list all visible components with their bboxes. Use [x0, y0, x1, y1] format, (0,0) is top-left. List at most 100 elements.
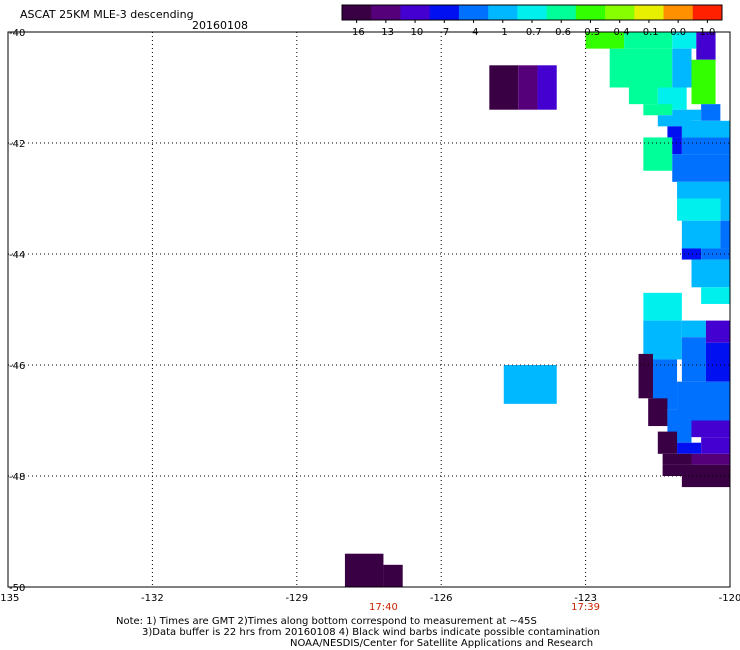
colorbar-swatch — [575, 5, 606, 20]
y-tick-labels: -40 -42 -44 -46 -48 -50 — [9, 28, 25, 594]
data-cell — [691, 59, 716, 105]
time-label: 17:39 — [571, 602, 600, 613]
data-cell — [701, 437, 730, 454]
colorbar-tick-label: -16 — [348, 27, 364, 38]
y-tick-label: -48 — [9, 472, 25, 483]
data-cell — [672, 154, 730, 182]
colorbar-swatch — [663, 5, 694, 20]
colorbar-tick-label: -7 — [439, 27, 449, 38]
data-cell — [720, 198, 730, 221]
data-cell — [662, 453, 692, 465]
data-cell — [662, 464, 730, 476]
time-labels: 17:40 17:39 — [369, 602, 600, 613]
data-cell — [701, 248, 730, 260]
note-line-3: NOAA/NESDIS/Center for Satellite Applica… — [290, 638, 594, 649]
colorbar-tick-label: -1 — [498, 27, 508, 38]
colorbar-tick-label: -0.5 — [581, 27, 601, 38]
data-cell — [643, 137, 673, 171]
colorbar-swatch — [546, 5, 577, 20]
x-tick-label: -123 — [574, 593, 597, 604]
colorbar-swatch — [429, 5, 460, 20]
colorbar-swatch — [458, 5, 489, 20]
note-line-2: 3)Data buffer is 22 hrs from 20160108 4)… — [142, 627, 600, 638]
data-cell — [503, 365, 557, 404]
data-cell — [681, 476, 730, 488]
data-cell — [691, 420, 730, 438]
colorbar-swatch — [692, 5, 723, 20]
data-cell — [705, 342, 730, 382]
colorbar-swatch — [634, 5, 665, 20]
y-tick-label: -42 — [9, 139, 25, 150]
data-cell — [677, 442, 702, 454]
data-cell — [643, 104, 673, 116]
wind-cells — [344, 32, 730, 587]
x-tick-label: -135 — [0, 593, 19, 604]
colorbar-tick-label: -4 — [469, 27, 479, 38]
data-cell — [518, 65, 538, 110]
data-cell — [681, 137, 730, 155]
data-cell — [657, 431, 678, 454]
data-cell — [489, 65, 519, 110]
colorbar-swatch — [342, 5, 372, 20]
chart-date: 20160108 — [192, 19, 248, 32]
data-cell — [537, 65, 557, 110]
data-cell — [696, 32, 716, 60]
data-cell — [672, 32, 697, 49]
data-cell — [585, 32, 625, 49]
colorbar-tick-label: -0.6 — [551, 27, 571, 38]
colorbar-swatch — [605, 5, 635, 20]
colorbar-tick-label: -13 — [378, 27, 394, 38]
data-cell — [657, 87, 687, 110]
data-cell — [681, 120, 730, 138]
y-tick-label: -44 — [9, 250, 25, 261]
colorbar-tick-label: 1.0 — [699, 27, 715, 38]
data-cell — [657, 115, 692, 127]
data-cell — [344, 553, 384, 587]
data-cell — [667, 126, 682, 138]
data-cell — [681, 248, 702, 260]
y-tick-label: -50 — [9, 583, 25, 594]
data-cell — [643, 292, 682, 321]
colorbar-tick-label: 0.0 — [670, 27, 686, 38]
data-cell — [691, 259, 730, 288]
data-cell — [672, 48, 692, 88]
data-cell — [643, 320, 682, 360]
note-line-1: Note: 1) Times are GMT 2)Times along bot… — [116, 616, 537, 627]
colorbar-swatch — [371, 5, 401, 20]
colorbar-swatch — [400, 5, 431, 20]
colorbar-swatch — [488, 5, 518, 20]
data-cell — [701, 287, 730, 304]
data-cell — [638, 353, 653, 399]
x-tick-label: -132 — [141, 593, 164, 604]
data-cell — [681, 337, 706, 382]
data-cell — [701, 104, 721, 121]
y-tick-label: -40 — [9, 28, 25, 39]
data-cell — [681, 320, 706, 338]
x-tick-labels: -135 -132 -129 -126 -123 -120 — [0, 593, 740, 604]
data-cell — [677, 198, 721, 221]
data-cell — [628, 87, 658, 105]
data-cell — [383, 564, 403, 587]
colorbar-swatch — [517, 5, 548, 20]
data-cell — [609, 48, 673, 88]
data-cell — [677, 181, 730, 199]
data-cell — [720, 220, 730, 249]
colorbar: -16 -13 -10 -7 -4 -1 -0.7 -0.6 -0.5 -0.4 -0.1 0.0 1.… — [341, 4, 723, 38]
x-tick-label: -129 — [285, 593, 308, 604]
time-label: 17:40 — [369, 602, 398, 613]
data-cell — [672, 137, 682, 155]
chart-title: ASCAT 25KM MLE-3 descending — [20, 8, 194, 21]
x-tick-label: -126 — [430, 593, 453, 604]
data-cell — [691, 453, 730, 465]
x-tick-label: -120 — [719, 593, 740, 604]
plot-frame — [7, 31, 731, 588]
colorbar-tick-label: -0.1 — [639, 27, 659, 38]
data-cell — [705, 320, 730, 343]
colorbar-tick-label: -0.4 — [610, 27, 630, 38]
colorbar-tick-label: -10 — [407, 27, 423, 38]
data-cell — [624, 32, 673, 49]
y-tick-label: -46 — [9, 361, 25, 372]
data-cell — [648, 398, 668, 427]
data-cell — [681, 220, 721, 249]
